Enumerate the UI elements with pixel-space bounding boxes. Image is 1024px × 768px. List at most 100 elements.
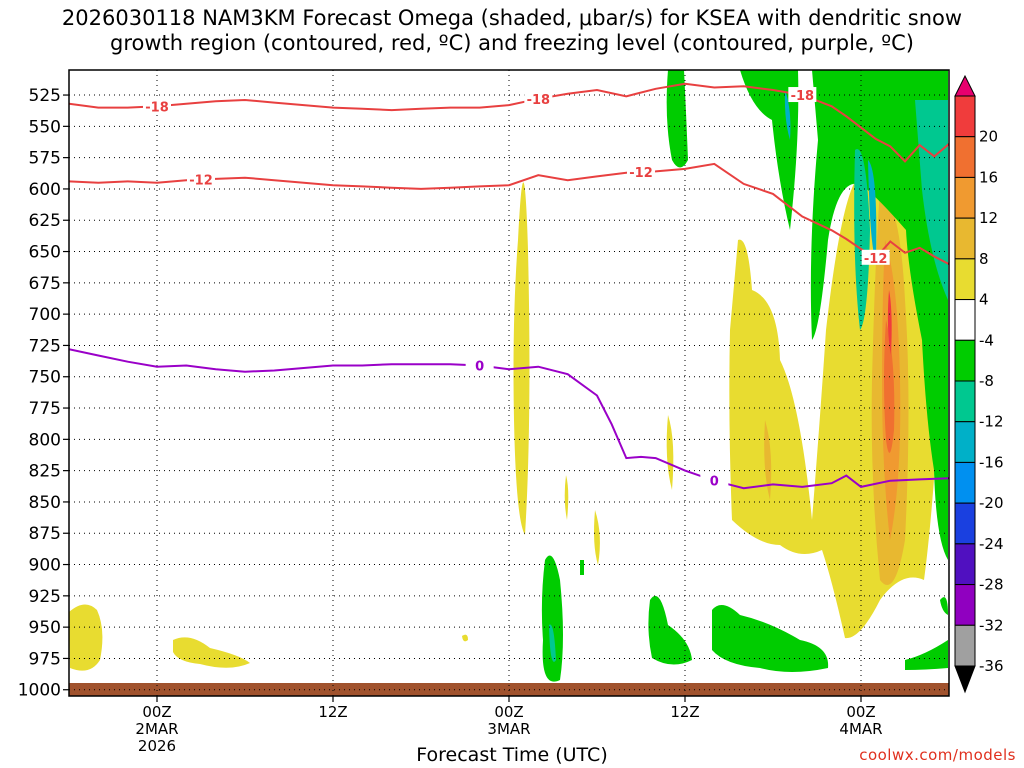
omega-area [905, 640, 948, 670]
omega-area [810, 70, 948, 560]
y-tick-label: 650 [29, 243, 61, 263]
colorbar-arrow-bottom [954, 665, 976, 694]
colorbar-label: -12 [979, 413, 1004, 431]
y-tick-label: 800 [29, 430, 61, 450]
y-tick-label: 875 [29, 524, 61, 544]
omega-area [580, 560, 584, 575]
colorbar-label: 20 [979, 128, 998, 146]
x-tick-label: 12Z [670, 703, 699, 721]
y-tick-label: 525 [29, 86, 61, 106]
x-tick-label: 12Z [318, 703, 347, 721]
contour-label: -12 [864, 252, 888, 267]
colorbar-cell [954, 258, 976, 301]
omega-core [887, 290, 892, 355]
omega-area [513, 182, 530, 535]
colorbar-cell [954, 95, 976, 138]
omega-shading [69, 70, 949, 696]
omega-core [764, 420, 772, 500]
contour-label-bg [788, 87, 817, 103]
colorbar-cell [954, 380, 976, 423]
contour-label: -12 [629, 166, 653, 181]
y-tick-label: 625 [29, 211, 61, 231]
colorbar-cell [954, 502, 976, 545]
y-tick-label: 925 [29, 587, 61, 607]
colorbar-arrow-top [954, 74, 976, 97]
x-tick-label: 00Z [846, 703, 875, 721]
contour-line [69, 348, 949, 490]
x-tick-label: 00Z [142, 703, 171, 721]
omega-core [884, 320, 895, 453]
omega-area [69, 604, 103, 671]
omega-area [648, 595, 692, 665]
omega-area [594, 510, 600, 565]
omega-area [784, 90, 791, 140]
y-tick-label: 975 [29, 649, 61, 669]
colorbar-label: -28 [979, 576, 1004, 594]
contour-labels: -18 -18 -18 -12 -12 -12 0 0 [143, 87, 890, 490]
y-tick-label: 950 [29, 618, 61, 638]
colorbar-cell [954, 421, 976, 463]
contour-label-bg [861, 249, 890, 265]
y-axis: 525 550 575 600 625 650 675 700 725 750 775 800 825 8… [18, 86, 69, 701]
contour-label: -12 [189, 174, 213, 189]
x-axis-label: Forecast Time (UTC) [416, 744, 608, 766]
colorbar-cell [954, 136, 976, 178]
colorbar-label: -4 [979, 331, 994, 349]
contour-label-bg [627, 164, 655, 180]
contour-label: 0 [710, 475, 719, 490]
colorbar: 20 16 12 8 4 -4 -8 -12 -16 -20 -24 -28 -32 -36 [954, 74, 1004, 694]
x-tick-label: 2026 [138, 737, 176, 755]
contour-label: 0 [475, 359, 484, 374]
y-tick-label: 1000 [18, 681, 61, 701]
y-tick-label: 675 [29, 274, 61, 294]
y-tick-label: 550 [29, 117, 61, 137]
omega-area [740, 70, 799, 230]
contour-label: -18 [145, 100, 169, 115]
contour-label: -18 [791, 89, 815, 104]
omega-area [173, 637, 250, 668]
omega-area [549, 624, 556, 662]
contour-line [69, 82, 949, 163]
omega-area [666, 415, 674, 490]
credit-text: coolwx.com/models [859, 746, 1016, 764]
y-tick-label: 750 [29, 368, 61, 388]
grid [69, 70, 949, 696]
omega-area [712, 605, 829, 672]
y-tick-label: 700 [29, 305, 61, 325]
omega-area [541, 555, 563, 682]
colorbar-label: 12 [979, 209, 998, 227]
y-tick-label: 850 [29, 493, 61, 513]
omega-area [564, 475, 569, 520]
chart-title: 2026030118 NAM3KM Forecast Omega (shaded… [61, 6, 963, 55]
colorbar-label: -16 [979, 453, 1004, 471]
colorbar-label: -24 [979, 535, 1004, 553]
y-tick-label: 575 [29, 149, 61, 169]
y-tick-label: 775 [29, 399, 61, 419]
omega-area [915, 100, 948, 300]
colorbar-label: 16 [979, 168, 998, 186]
contour-label-bg [143, 98, 171, 114]
omega-area [462, 634, 468, 642]
x-tick-label: 3MAR [487, 720, 530, 738]
plot-area [69, 70, 949, 696]
colorbar-cell [954, 217, 976, 260]
contour-label-bg [465, 357, 494, 373]
colorbar-label: -8 [979, 372, 994, 390]
x-tick-label: 00Z [494, 703, 523, 721]
x-tick-label: 4MAR [839, 720, 882, 738]
colorbar-cell [954, 299, 976, 341]
colorbar-cell [954, 339, 976, 382]
colorbar-cell [954, 584, 976, 626]
y-tick-label: 725 [29, 336, 61, 356]
contour-label-bg [524, 90, 553, 106]
colorbar-cell [954, 461, 976, 504]
colorbar-cell [954, 176, 976, 219]
colorbar-cell [954, 624, 976, 667]
y-tick-label: 600 [29, 180, 61, 200]
colorbar-label: -20 [979, 494, 1004, 512]
omega-area [854, 149, 870, 330]
colorbar-label: -32 [979, 616, 1004, 634]
contour-label-bg [187, 171, 215, 187]
